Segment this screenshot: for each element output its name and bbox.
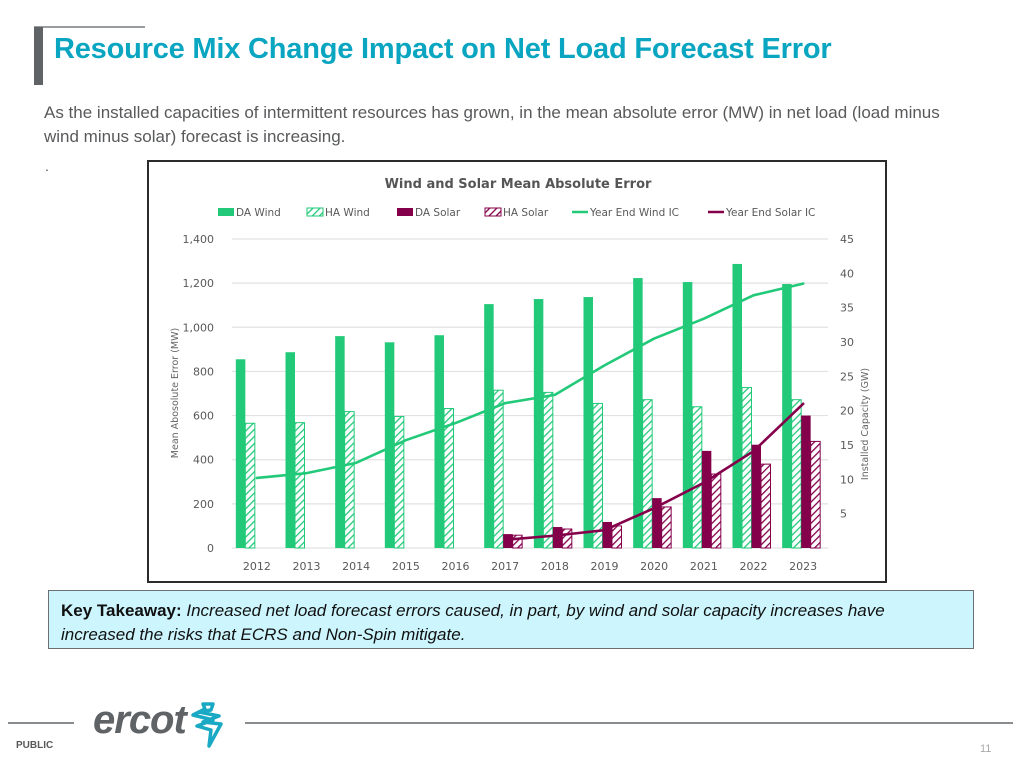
x-tick-label: 2016: [442, 560, 470, 573]
ha-solar-bar: [612, 526, 622, 548]
da-wind-bar: [534, 299, 544, 548]
ha-solar-bar: [513, 535, 523, 548]
da-wind-bar: [683, 282, 693, 548]
x-tick-label: 2018: [541, 560, 569, 573]
chart-legend: DA Wind HA Wind DA Solar HA Solar Year End W…: [218, 207, 815, 219]
y-axis-label: Mean Abosolute Error (MW): [170, 328, 181, 458]
ha-wind-bar: [692, 407, 702, 548]
x-tick-label: 2012: [243, 560, 271, 573]
footer-line-right: [245, 722, 1013, 724]
da-solar-bar: [603, 522, 613, 548]
y2-tick-label: 10: [840, 473, 854, 486]
ha-wind-bar: [593, 403, 603, 548]
x-tick-label: 2017: [491, 560, 519, 573]
da-wind-bar: [435, 335, 445, 548]
ha-wind-bar: [543, 392, 553, 548]
x-tick-label: 2021: [690, 560, 718, 573]
y2-tick-label: 30: [840, 336, 854, 349]
da-solar-bar: [503, 534, 512, 548]
legend-label: DA Wind: [236, 207, 281, 219]
page-number: 11: [980, 743, 991, 755]
legend-swatch: [397, 208, 413, 216]
logo-lightning-icon: [189, 700, 229, 750]
ha-wind-bar: [792, 400, 802, 548]
x-tick-label: 2019: [591, 560, 619, 573]
ha-wind-bar: [444, 409, 454, 548]
ha-wind-bar: [245, 423, 255, 548]
legend-label: Year End Solar IC: [725, 207, 815, 219]
y2-tick-label: 15: [840, 439, 854, 452]
y-tick-label: 200: [193, 498, 214, 511]
ha-wind-bar: [394, 416, 404, 548]
ha-wind-bar: [345, 412, 355, 548]
ha-solar-bar: [761, 464, 771, 548]
da-solar-bar: [702, 451, 712, 548]
y-tick-label: 400: [193, 454, 214, 467]
y-tick-label: 1,200: [183, 277, 215, 290]
x-tick-label: 2023: [789, 560, 817, 573]
legend-swatch: [218, 208, 234, 216]
footer-line-left: [8, 722, 74, 724]
legend-label: Year End Wind IC: [589, 207, 679, 219]
y2-tick-label: 40: [840, 267, 854, 280]
x-tick-label: 2022: [740, 560, 768, 573]
logo-wordmark: ercot: [93, 698, 186, 742]
da-wind-bar: [335, 336, 345, 548]
ha-wind-bar: [742, 388, 752, 548]
x-tick-label: 2014: [342, 560, 370, 573]
da-wind-bar: [584, 297, 594, 548]
legend-label: HA Wind: [325, 207, 370, 219]
x-tick-label: 2020: [640, 560, 668, 573]
da-wind-bar: [286, 352, 296, 548]
da-solar-bar: [553, 527, 563, 548]
y2-tick-label: 20: [840, 405, 854, 418]
ha-solar-bar: [662, 507, 672, 548]
key-takeaway-box: Key Takeaway: Increased net load forecas…: [48, 590, 974, 649]
da-solar-bar: [752, 445, 762, 548]
da-wind-bar: [633, 278, 643, 548]
ercot-logo: ercot: [93, 698, 186, 743]
ha-solar-bar: [811, 441, 821, 548]
legend-label: DA Solar: [415, 207, 461, 219]
legend-label: HA Solar: [503, 207, 549, 219]
y2-tick-label: 45: [840, 233, 854, 246]
ha-wind-bar: [494, 390, 504, 548]
da-wind-bar: [733, 264, 743, 548]
y2-tick-label: 25: [840, 370, 854, 383]
x-tick-label: 2013: [293, 560, 321, 573]
chart-title: Wind and Solar Mean Absolute Error: [385, 177, 652, 192]
y-tick-label: 800: [193, 365, 214, 378]
y-tick-label: 600: [193, 410, 214, 423]
da-wind-bar: [484, 304, 494, 548]
y-axis-right: 5 10 15 20 25 30 35 40 45: [840, 233, 854, 521]
x-tick-label: 2015: [392, 560, 420, 573]
y-tick-label: 0: [207, 542, 214, 555]
ha-wind-bar: [643, 400, 653, 548]
legend-swatch: [307, 208, 323, 216]
da-wind-bar: [236, 359, 246, 548]
y2-tick-label: 35: [840, 302, 854, 315]
y2-axis-label: Installed Capacity (GW): [860, 368, 871, 480]
x-axis: 2012 2013 2014 2015 2016 2017 2018 2019 2020 2021…: [243, 560, 817, 573]
takeaway-text: Increased net load forecast errors cause…: [61, 601, 885, 644]
da-solar-bar: [801, 416, 811, 548]
legend-swatch: [485, 208, 501, 216]
y2-tick-label: 5: [840, 508, 847, 521]
y-axis-left: 0 200 400 600 800 1,000 1,200 1,400: [183, 233, 215, 555]
ha-solar-bar: [711, 474, 721, 548]
ha-solar-bar: [562, 529, 572, 548]
y-tick-label: 1,000: [183, 321, 215, 334]
y-tick-label: 1,400: [183, 233, 215, 246]
ha-wind-bar: [295, 423, 305, 548]
chart-frame: Wind and Solar Mean Absolute Error DA Wi…: [147, 160, 887, 583]
classification-label: PUBLIC: [16, 740, 53, 751]
takeaway-label: Key Takeaway:: [61, 601, 182, 620]
